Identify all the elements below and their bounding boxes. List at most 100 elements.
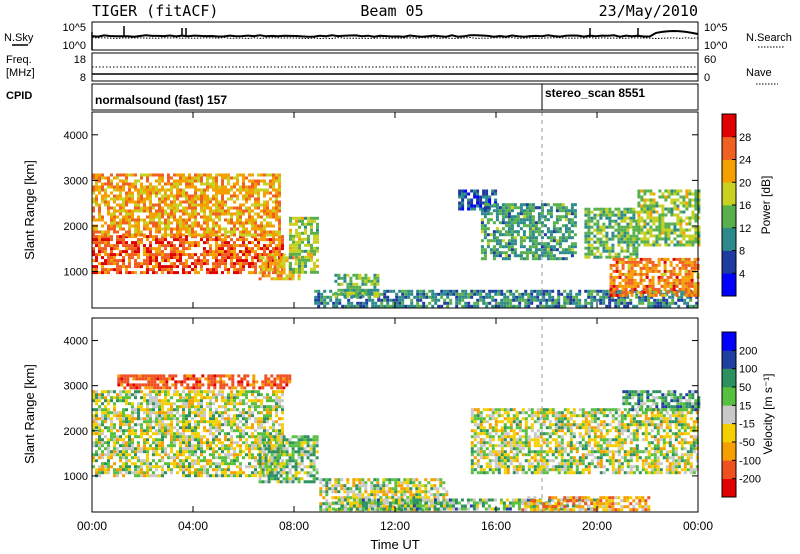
power-region-5 — [334, 273, 380, 298]
power-colorbar-tick-label: 20 — [739, 177, 751, 189]
velocity-y-tick-label: 1000 — [64, 471, 88, 483]
velocity-colorbar-swatch — [722, 350, 736, 369]
cpid-mode-1: normalsound (fast) 157 — [95, 93, 227, 107]
velocity-colorbar-label: Velocity [m s⁻¹] — [761, 373, 775, 454]
velocity-colorbar-swatch — [722, 405, 736, 424]
power-colorbar-tick-label: 4 — [739, 268, 745, 280]
velocity-colorbar: 200 100 50 15 -15 -50 -100 -200 — [721, 331, 761, 498]
velocity-y-tick-label: 4000 — [64, 336, 88, 348]
velocity-heatmap — [92, 374, 701, 512]
freq-label-line2: [MHz] — [6, 67, 35, 79]
velocity-colorbar-tick-label: 15 — [739, 400, 751, 412]
x-tick-label: 08:00 — [279, 519, 309, 533]
power-y-tick-label: 3000 — [64, 175, 88, 187]
noise-left-tick-top: 10^5 — [62, 22, 86, 34]
power-x-ticks — [91, 112, 699, 308]
power-colorbar-swatch — [722, 250, 736, 274]
power-colorbar-swatch — [722, 205, 736, 229]
freq-label-line1: Freq. — [6, 54, 32, 66]
power-colorbar-swatch — [722, 227, 736, 251]
velocity-colorbar-swatch — [722, 460, 736, 479]
power-region-3 — [289, 216, 319, 274]
power-colorbar: 4 8 12 16 20 24 28 — [721, 113, 751, 297]
power-region-4 — [314, 289, 699, 308]
nave-tick-bottom: 0 — [704, 72, 710, 84]
power-colorbar-swatch — [722, 159, 736, 183]
freq-tick-top: 18 — [74, 54, 86, 66]
power-region-1 — [92, 173, 281, 237]
noise-left-tick-bottom: 10^0 — [62, 40, 86, 52]
velocity-colorbar-swatch — [722, 368, 736, 388]
noise-right-tick-top: 10^5 — [704, 22, 728, 34]
power-region-2 — [258, 253, 301, 281]
velocity-region-6 — [521, 496, 651, 512]
velocity-colorbar-tick-label: -15 — [739, 419, 755, 431]
power-region-7 — [480, 203, 577, 261]
freq-tick-bottom: 8 — [80, 72, 86, 84]
power-region-10 — [637, 189, 701, 247]
cpid-label: CPID — [6, 90, 32, 102]
power-y-tick-label: 1000 — [64, 267, 88, 279]
power-region-0 — [92, 235, 284, 275]
velocity-region-4 — [331, 498, 599, 511]
velocity-colorbar-tick-label: 200 — [739, 345, 757, 357]
cpid-mode-2: stereo_scan 8551 — [545, 86, 645, 100]
nave-tick-top: 60 — [704, 54, 716, 66]
power-y-tick-label: 4000 — [64, 130, 88, 142]
beam-title: Beam 05 — [360, 2, 423, 20]
x-tick-label: 04:00 — [178, 519, 208, 533]
velocity-y-tick-label: 3000 — [64, 381, 88, 393]
velocity-y-axis-label: Slant Range [km] — [22, 364, 37, 464]
noise-right-tick-bottom: 10^0 — [704, 40, 728, 52]
velocity-region-7 — [622, 390, 701, 412]
velocity-colorbar-swatch — [722, 442, 736, 461]
velocity-colorbar-swatch — [722, 423, 736, 443]
power-colorbar-tick-label: 24 — [739, 155, 751, 167]
noise-spikes — [91, 26, 639, 50]
power-colorbar-swatch — [722, 136, 736, 160]
date-title: 23/May/2010 — [599, 2, 698, 20]
nave-label: Nave — [746, 67, 772, 79]
power-colorbar-tick-label: 16 — [739, 200, 751, 212]
velocity-region-1 — [117, 374, 292, 390]
power-colorbar-tick-label: 8 — [739, 246, 745, 258]
velocity-region-5 — [470, 408, 699, 475]
velocity-colorbar-swatch — [722, 332, 736, 351]
power-y-axis: 1000 2000 3000 4000 — [64, 130, 698, 279]
power-y-axis-label: Slant Range [km] — [22, 160, 37, 260]
x-tick-label: 12:00 — [380, 519, 410, 533]
station-title: TIGER (fitACF) — [92, 2, 218, 20]
velocity-region-0 — [92, 390, 284, 478]
x-axis-label: Time UT — [370, 537, 419, 552]
cpid-panel-frame — [91, 83, 699, 111]
noise-search-trace — [91, 36, 699, 40]
velocity-colorbar-tick-label: -100 — [739, 455, 761, 467]
power-region-8 — [584, 207, 639, 259]
velocity-colorbar-tick-label: 50 — [739, 382, 751, 394]
velocity-colorbar-tick-label: -50 — [739, 437, 755, 449]
x-tick-label: 20:00 — [582, 519, 612, 533]
x-tick-label: 00:00 — [683, 519, 713, 533]
power-colorbar-swatch — [722, 114, 736, 138]
x-tick-label: 00:00 — [77, 519, 107, 533]
velocity-x-axis: 00:00 04:00 08:00 12:00 16:00 20:00 00:00 — [77, 318, 713, 533]
velocity-colorbar-swatch — [722, 387, 736, 406]
x-tick-label: 16:00 — [481, 519, 511, 533]
velocity-colorbar-tick-label: -200 — [739, 474, 761, 486]
velocity-y-tick-label: 2000 — [64, 426, 88, 438]
noise-sky-trace — [91, 29, 699, 38]
noise-right-label: N.Search — [746, 32, 792, 44]
power-colorbar-swatch — [722, 182, 736, 206]
power-colorbar-swatch — [722, 273, 736, 297]
velocity-y-axis: 1000 2000 3000 4000 — [64, 336, 698, 483]
velocity-colorbar-swatch — [722, 478, 736, 498]
velocity-colorbar-tick-label: 100 — [739, 364, 757, 376]
power-region-6 — [458, 189, 498, 211]
noise-left-label: N.Sky — [4, 32, 34, 44]
velocity-region-2 — [258, 435, 319, 484]
power-colorbar-tick-label: 12 — [739, 223, 751, 235]
power-colorbar-tick-label: 28 — [739, 132, 751, 144]
power-colorbar-label: Power [dB] — [759, 176, 773, 235]
power-y-tick-label: 2000 — [64, 221, 88, 233]
